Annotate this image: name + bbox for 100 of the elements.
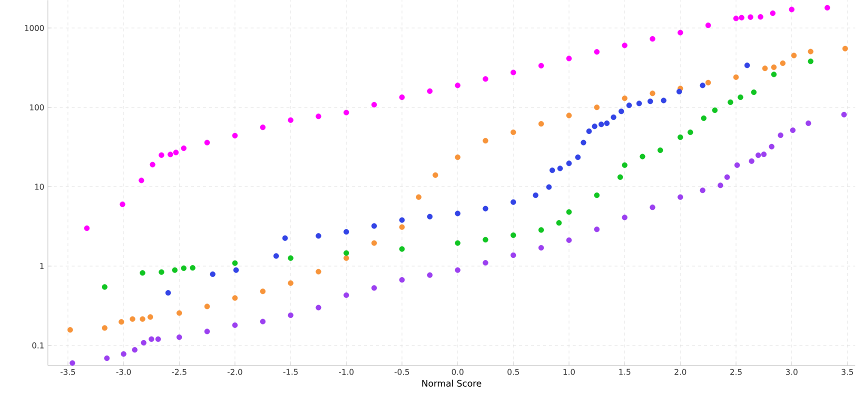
point: [454, 154, 460, 160]
point: [622, 214, 628, 220]
point: [761, 151, 767, 157]
point: [316, 232, 322, 239]
point: [260, 288, 266, 294]
point: [371, 240, 377, 246]
point: [758, 14, 764, 20]
point: [744, 62, 750, 68]
point: [344, 255, 350, 261]
point: [636, 100, 642, 106]
point: [510, 199, 516, 205]
point: [233, 267, 239, 273]
point: [806, 120, 812, 126]
point: [712, 107, 718, 113]
point: [232, 322, 238, 328]
point: [538, 244, 544, 250]
point: [210, 271, 216, 277]
point: [482, 260, 488, 266]
point: [316, 113, 322, 120]
point: [626, 102, 632, 108]
point: [344, 292, 350, 298]
point: [172, 267, 178, 273]
point: [67, 326, 73, 333]
point: [700, 187, 706, 193]
point: [678, 134, 684, 140]
point: [282, 235, 288, 241]
point: [678, 30, 684, 36]
point: [165, 290, 171, 296]
point: [454, 240, 460, 246]
point: [650, 90, 656, 96]
point: [132, 346, 138, 352]
point: [399, 246, 405, 252]
point: [288, 312, 294, 318]
point: [104, 355, 110, 361]
point: [768, 144, 774, 150]
point: [344, 250, 350, 256]
point: [733, 74, 739, 80]
point: [288, 117, 294, 123]
point: [778, 132, 784, 138]
point: [482, 138, 488, 144]
point: [538, 62, 544, 68]
point: [482, 236, 488, 242]
point: [168, 152, 174, 158]
point: [738, 14, 744, 20]
point: [688, 129, 694, 135]
point: [622, 42, 628, 48]
point: [586, 128, 592, 134]
point: [510, 129, 516, 135]
point: [118, 318, 124, 325]
point: [751, 89, 757, 95]
point: [432, 172, 438, 178]
point: [556, 220, 562, 226]
x-axis-title: Normal Score: [422, 380, 482, 387]
point: [618, 108, 624, 114]
point: [770, 10, 776, 16]
point: [148, 336, 154, 342]
point: [190, 264, 196, 270]
point: [316, 304, 322, 310]
point: [550, 167, 556, 173]
point: [724, 174, 730, 180]
point: [344, 228, 350, 234]
point: [594, 104, 600, 110]
point: [748, 158, 754, 164]
point: [150, 162, 156, 168]
point: [130, 316, 136, 322]
point: [371, 223, 377, 229]
point: [650, 36, 656, 42]
point: [738, 94, 744, 100]
point: [176, 310, 182, 316]
point: [158, 269, 164, 275]
point: [771, 64, 777, 70]
point: [728, 99, 734, 105]
point: [566, 209, 572, 215]
point: [700, 82, 706, 88]
point: [676, 88, 682, 94]
point: [510, 252, 516, 258]
point: [808, 58, 814, 64]
point: [427, 214, 433, 220]
point: [658, 147, 664, 153]
point: [180, 145, 187, 151]
point: [566, 237, 572, 243]
point: [454, 82, 460, 88]
point: [733, 15, 739, 22]
point: [427, 88, 433, 94]
point: [566, 56, 572, 62]
point: [510, 70, 516, 76]
point: [155, 336, 161, 342]
point: [771, 71, 777, 78]
point: [148, 314, 154, 320]
point: [594, 192, 600, 198]
point: [273, 253, 279, 259]
point: [102, 284, 108, 290]
point: [316, 268, 322, 274]
point: [705, 22, 711, 28]
point: [138, 177, 144, 184]
point: [371, 102, 377, 108]
point: [762, 65, 768, 71]
point: [180, 265, 187, 271]
point: [232, 132, 238, 138]
point: [640, 154, 646, 160]
